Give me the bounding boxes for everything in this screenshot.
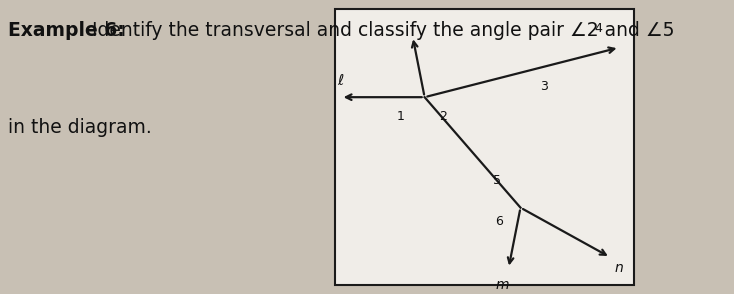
Text: m: m xyxy=(495,278,509,292)
Text: 4: 4 xyxy=(595,22,603,35)
Text: 1: 1 xyxy=(396,110,404,123)
Text: 2: 2 xyxy=(439,110,446,123)
Text: 5: 5 xyxy=(493,173,501,186)
Text: in the diagram.: in the diagram. xyxy=(8,118,152,136)
Text: 3: 3 xyxy=(540,80,548,93)
Text: Example 6:: Example 6: xyxy=(8,21,125,40)
Text: Identify the transversal and classify the angle pair ∠2 and ∠5: Identify the transversal and classify th… xyxy=(86,21,675,40)
Text: n: n xyxy=(615,261,624,275)
Bar xyxy=(335,9,634,285)
Text: 6: 6 xyxy=(495,215,504,228)
Text: $\ell$: $\ell$ xyxy=(337,73,344,88)
